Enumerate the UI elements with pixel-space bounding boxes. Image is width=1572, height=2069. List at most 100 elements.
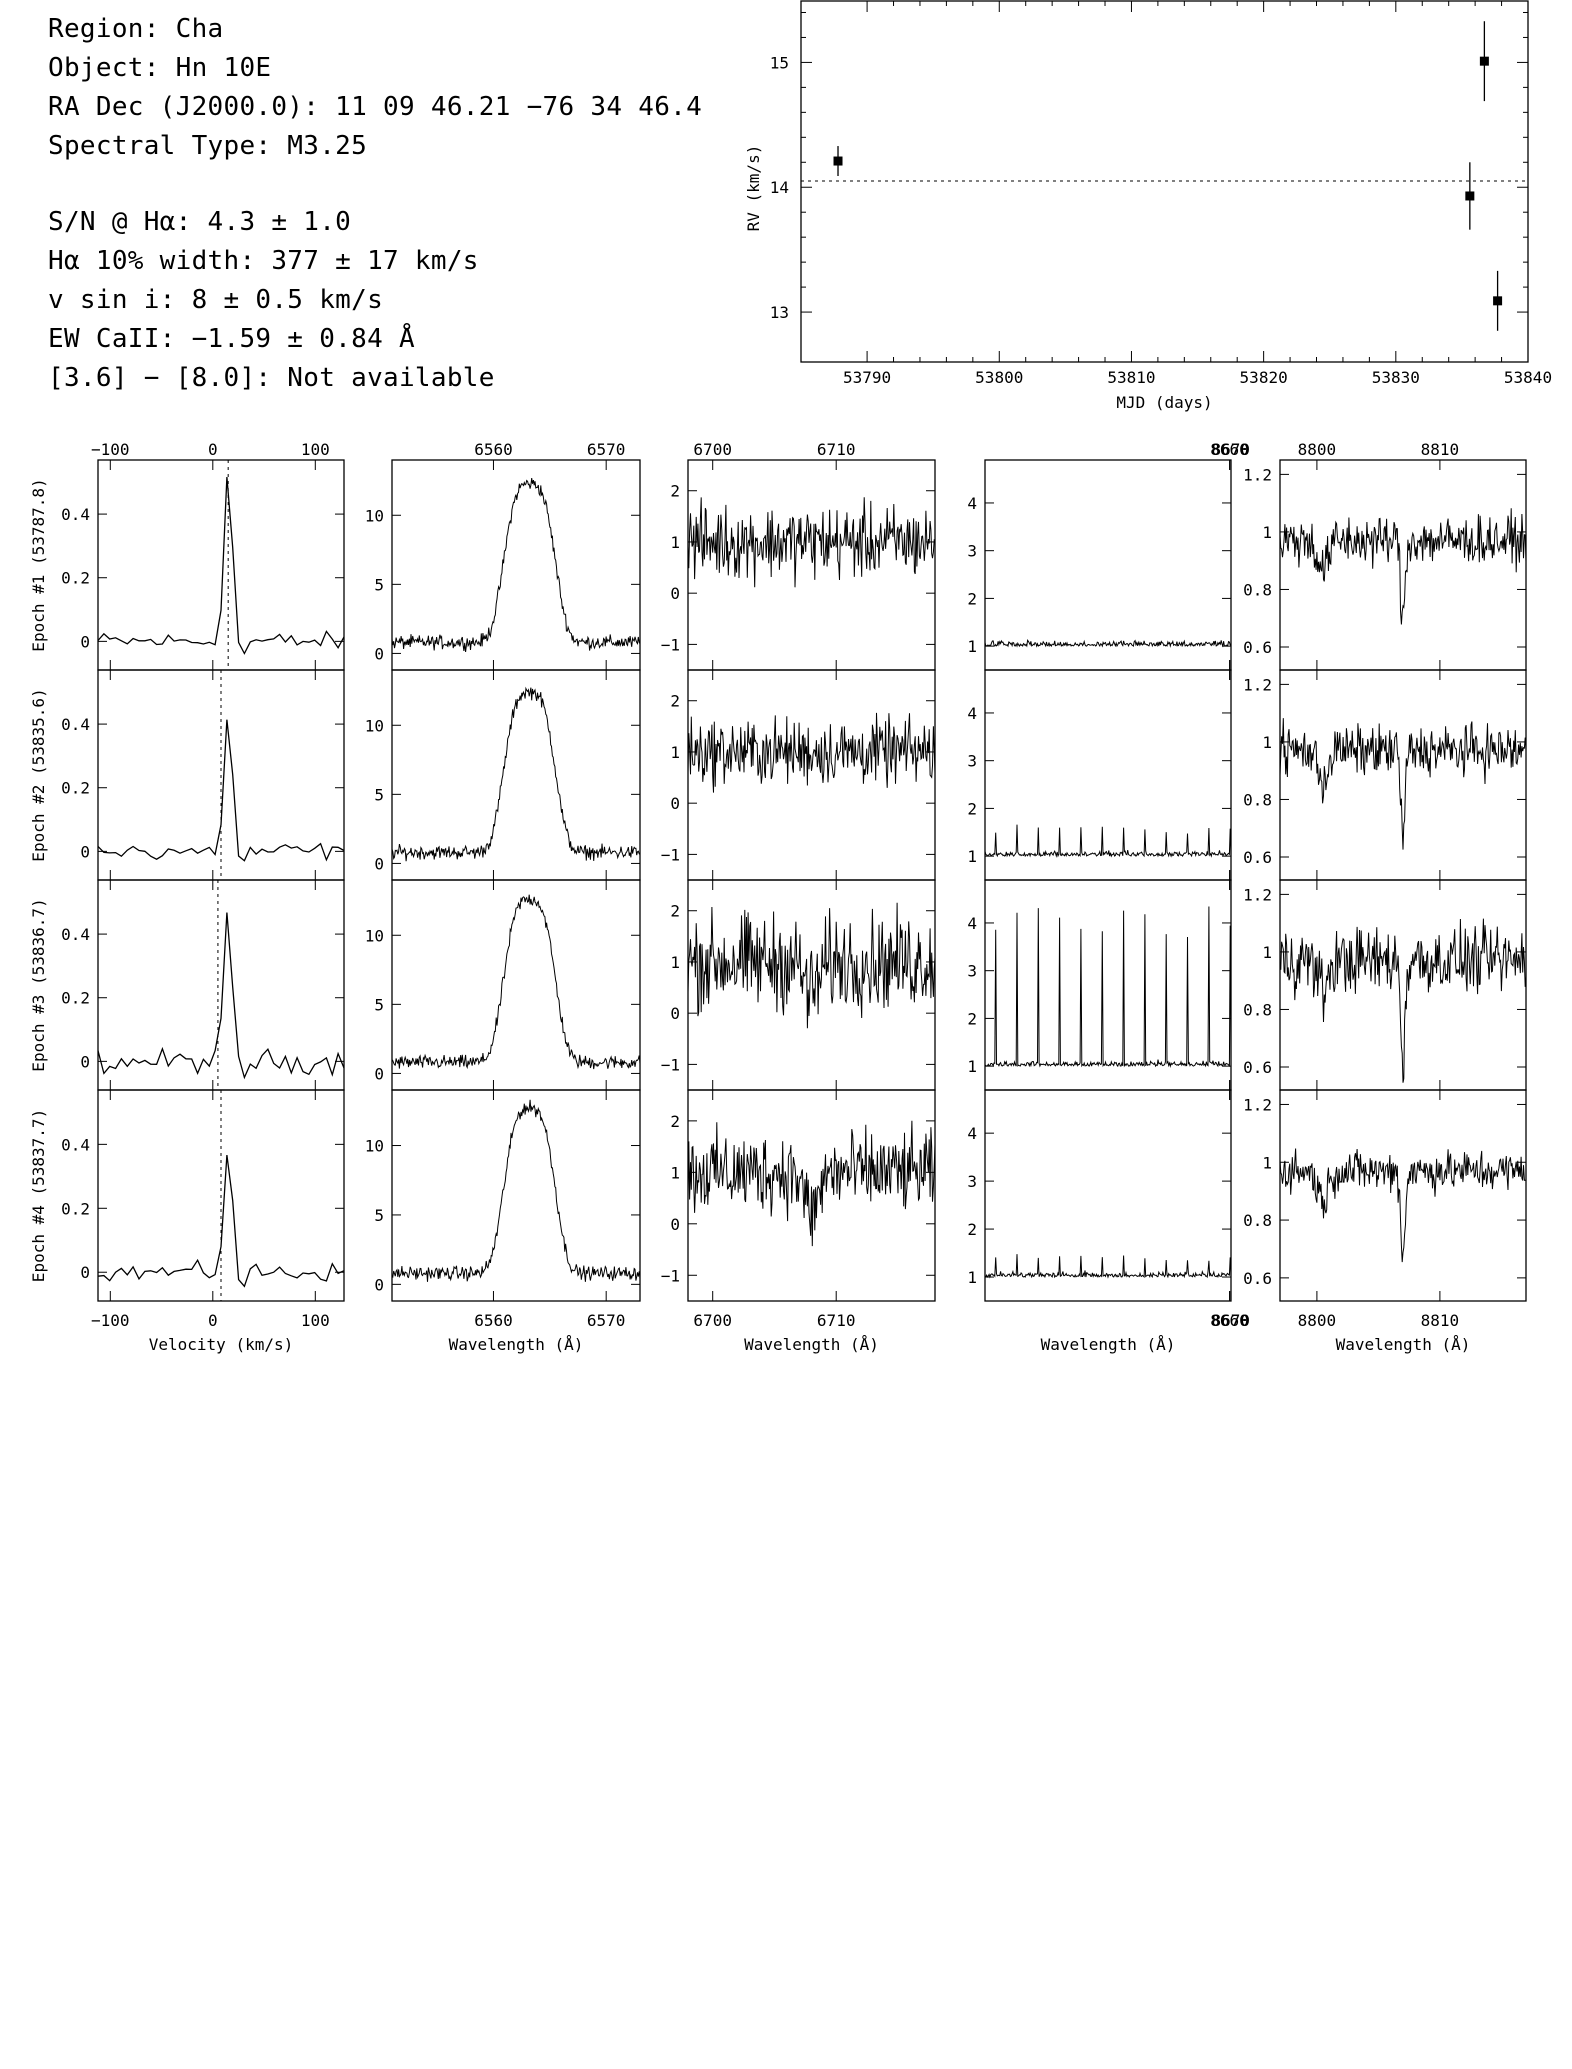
spectrum-y-tick-label: 0.8: [1243, 790, 1272, 809]
spectra-bottom-tick-label: 6710: [817, 1311, 856, 1330]
spectra-top-tick-label: 6700: [693, 440, 732, 459]
spectra-bottom-tick-label: 6700: [693, 1311, 732, 1330]
rv-y-axis-title: RV (km/s): [744, 145, 763, 232]
spectrum-trace: [687, 1120, 936, 1247]
spectrum-y-tick-label: 2: [670, 1112, 680, 1131]
spectrum-trace: [687, 497, 935, 588]
rv-x-axis-title: MJD (days): [1116, 393, 1212, 412]
spectrum-y-tick-label: 0: [80, 1263, 90, 1282]
spectrum-y-tick-label: 1: [967, 637, 977, 656]
epoch-row-label: Epoch #1 (53787.8): [29, 478, 48, 651]
spectrum-trace: [984, 906, 1232, 1069]
epoch-row-label: Epoch #4 (53837.7): [29, 1109, 48, 1282]
spectrum-y-tick-label: 1.2: [1243, 885, 1272, 904]
spectrum-y-tick-label: 2: [967, 1009, 977, 1028]
ew-caii-label: EW CaII: −1.59 ± 0.84 Å: [48, 324, 415, 354]
spectrum-y-tick-label: 1: [967, 1057, 977, 1076]
spectrum-y-tick-label: 1.2: [1243, 675, 1272, 694]
spectrum-panel-frame: [984, 1089, 1232, 1302]
spectra-bottom-tick-label: 8810: [1421, 1311, 1460, 1330]
spectrum-panel-frame: [391, 459, 641, 671]
spectrum-y-tick-label: 1: [670, 953, 680, 972]
spectrum-y-tick-label: 3: [967, 1172, 977, 1191]
spectrum-y-tick-label: 4: [967, 494, 977, 513]
spectra-top-tick-label: 0: [208, 440, 218, 459]
rv-data-point: [1493, 296, 1503, 306]
spectrum-y-tick-label: 1: [967, 847, 977, 866]
rv-data-point: [833, 156, 843, 166]
spectrum-trace: [687, 712, 936, 793]
spectra-top-tick-label: 8660: [1210, 440, 1249, 459]
spectra-bottom-tick-label: 100: [301, 1311, 330, 1330]
spectra-top-tick-label: 6570: [587, 440, 626, 459]
region-label: Region: Cha: [48, 14, 224, 44]
spectrum-trace: [97, 912, 345, 1080]
spectrum-y-tick-label: 1: [1262, 523, 1272, 542]
spectrum-y-tick-label: 1: [670, 533, 680, 552]
spectrum-y-tick-label: 4: [967, 1124, 977, 1143]
rv-x-tick-label: 53790: [843, 368, 891, 387]
spectrum-y-tick-label: 2: [967, 589, 977, 608]
rv-y-tick-label: 15: [770, 53, 789, 72]
spectrum-y-tick-label: −1: [661, 1055, 680, 1074]
spectral-type-label: Spectral Type: M3.25: [48, 131, 368, 161]
spectrum-y-tick-label: 1.2: [1243, 1095, 1272, 1114]
spectra-top-tick-label: 8800: [1298, 440, 1337, 459]
spectra-top-tick-label: 8670: [1211, 440, 1250, 459]
spectrum-trace: [391, 478, 641, 653]
spectrum-y-tick-label: 5: [374, 1206, 384, 1225]
spectrum-y-tick-label: 0.2: [61, 779, 90, 798]
spectra-top-tick-label: 6710: [817, 440, 856, 459]
spectrum-y-tick-label: 0.6: [1243, 1269, 1272, 1288]
spectrum-panel-frame: [1279, 879, 1527, 1091]
spectra-bottom-tick-label: 6560: [474, 1311, 513, 1330]
spectrum-panel-frame: [687, 459, 936, 671]
spectrum-y-tick-label: 3: [967, 542, 977, 561]
spectra-x-axis-title: Wavelength (Å): [744, 1335, 879, 1354]
spectrum-y-tick-label: 1.2: [1243, 465, 1272, 484]
spectrum-y-tick-label: 0.2: [61, 569, 90, 588]
spectrum-trace: [391, 686, 641, 862]
spectrum-trace: [1279, 1148, 1527, 1263]
rv-x-tick-label: 53840: [1504, 368, 1552, 387]
spectrum-y-tick-label: −1: [661, 1266, 680, 1285]
spectrum-trace: [984, 824, 1232, 858]
spectrum-y-tick-label: 0: [670, 1004, 680, 1023]
spectrum-y-tick-label: 5: [374, 785, 384, 804]
spectrum-y-tick-label: 0: [670, 584, 680, 603]
spectrum-trace: [391, 894, 641, 1070]
spectrum-y-tick-label: 0.4: [61, 715, 90, 734]
spectrum-y-tick-label: 10: [365, 716, 384, 735]
spectrum-y-tick-label: 0: [374, 1064, 384, 1083]
spectra-x-axis-title: Wavelength (Å): [1041, 1335, 1176, 1354]
spectrum-y-tick-label: 1: [1262, 1153, 1272, 1172]
spectrum-y-tick-label: 2: [967, 799, 977, 818]
spectrum-trace: [391, 1099, 641, 1282]
spectrum-y-tick-label: 4: [967, 704, 977, 723]
spectrum-y-tick-label: 1: [670, 1163, 680, 1182]
spectrum-y-tick-label: 2: [670, 902, 680, 921]
spectrum-trace: [984, 1254, 1232, 1279]
spectra-top-tick-label: 8810: [1421, 440, 1460, 459]
spectrum-panel-frame: [97, 459, 345, 671]
spectrum-y-tick-label: 1: [1262, 733, 1272, 752]
spectrum-y-tick-label: 0: [80, 632, 90, 651]
spectra-x-axis-title: Wavelength (Å): [1336, 1335, 1471, 1354]
spectra-x-axis-title: Velocity (km/s): [149, 1335, 294, 1354]
spectrum-y-tick-label: 10: [365, 506, 384, 525]
spectrum-panel-frame: [97, 879, 345, 1091]
rv-x-tick-label: 53800: [975, 368, 1023, 387]
spectrum-y-tick-label: 0.4: [61, 925, 90, 944]
spectrum-trace: [984, 639, 1232, 648]
spectrum-y-tick-label: 0: [80, 1052, 90, 1071]
spectra-top-tick-label: 6560: [474, 440, 513, 459]
spectrum-y-tick-label: 1: [670, 743, 680, 762]
spectrum-y-tick-label: 0: [670, 1215, 680, 1234]
spectra-bottom-tick-label: −100: [91, 1311, 130, 1330]
spectrum-trace: [687, 902, 936, 1029]
spectra-bottom-tick-label: 8660: [1210, 1311, 1249, 1330]
spectrum-y-tick-label: 0.2: [61, 1199, 90, 1218]
rv-x-tick-label: 53820: [1240, 368, 1288, 387]
spectrum-y-tick-label: 1: [1262, 943, 1272, 962]
